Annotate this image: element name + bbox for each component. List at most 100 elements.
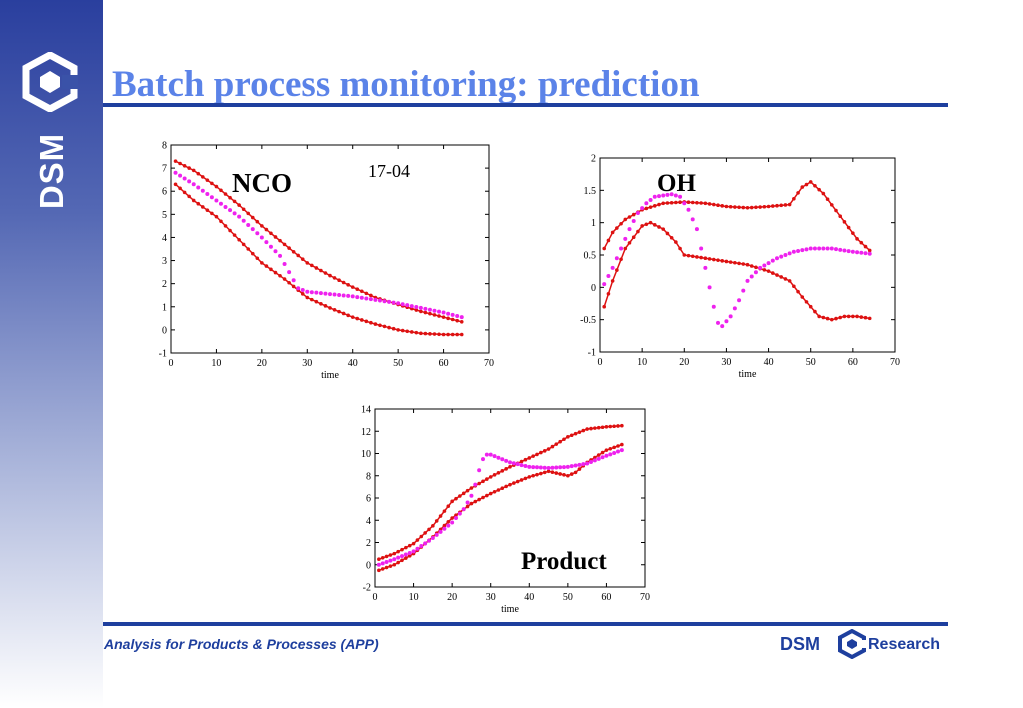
series-lower-limit-point (346, 313, 350, 318)
y-tick-label: 0.5 (584, 251, 597, 262)
series-lower-limit-point (291, 284, 296, 289)
series-prediction-point (600, 455, 605, 460)
series-upper-limit-point (269, 231, 273, 236)
series-upper-limit-point (278, 238, 282, 243)
series-prediction-point (511, 461, 516, 466)
series-prediction-point (259, 235, 264, 240)
series-prediction-point (465, 500, 470, 505)
series-prediction-point (724, 319, 729, 324)
series-prediction-point (762, 263, 767, 268)
series-lower-limit-point (745, 262, 750, 267)
series-lower-limit-point (392, 562, 397, 567)
series-lower-limit-point (223, 224, 228, 228)
series-prediction-point (450, 312, 455, 317)
series-prediction-point (569, 464, 574, 469)
series-upper-limit-point (741, 205, 746, 210)
series-lower-limit-point (703, 256, 708, 261)
y-tick-label: 2 (366, 538, 371, 549)
series-prediction-point (409, 304, 414, 309)
series-prediction-point (825, 246, 830, 251)
x-tick-label: 30 (721, 357, 731, 368)
series-lower-limit-point (400, 328, 405, 333)
x-tick-label: 10 (211, 358, 221, 369)
series-lower-limit-point (437, 332, 441, 337)
series-prediction-point (829, 246, 834, 251)
series-prediction-point (614, 256, 619, 261)
x-tick-label: 20 (257, 358, 267, 369)
series-lower-limit-point (441, 332, 446, 337)
series-prediction-point (182, 176, 187, 181)
series-lower-limit-point (523, 476, 528, 481)
series-prediction-point (859, 250, 864, 255)
series-upper-limit-point (191, 168, 196, 173)
series-prediction-point (652, 194, 657, 199)
series-prediction-point (565, 464, 570, 469)
series-upper-limit-point (531, 454, 535, 458)
series-upper-limit-point (863, 244, 868, 249)
series-upper-limit-point (749, 205, 754, 210)
x-tick-label: 60 (848, 357, 858, 368)
series-prediction-point (665, 192, 670, 197)
series-lower-limit-point (446, 332, 450, 337)
series-lower-limit-point (384, 565, 389, 570)
series-lower-limit-point (829, 317, 834, 322)
series-prediction-point (661, 193, 666, 198)
series-prediction-point (318, 291, 323, 296)
series-prediction-point (812, 246, 817, 251)
series-prediction-point (775, 256, 779, 261)
series-lower-limit-point (428, 332, 432, 336)
series-lower-limit-point (842, 314, 847, 319)
series-prediction-point (400, 554, 404, 559)
series-upper-limit-point (775, 203, 779, 208)
y-tick-label: 14 (361, 405, 371, 416)
series-lower-limit-point (373, 322, 378, 326)
series-prediction-point (255, 231, 260, 236)
series-prediction-point (758, 265, 763, 270)
series-prediction-point (282, 262, 287, 267)
series-lower-limit-point (631, 235, 636, 240)
series-upper-limit-point (581, 428, 586, 433)
x-tick-label: 60 (601, 592, 611, 603)
series-upper-limit-point (488, 475, 493, 479)
series-prediction-point (415, 546, 420, 551)
series-lower-limit-point (600, 450, 605, 455)
series-prediction-point (323, 291, 328, 296)
series-upper-limit-point (282, 242, 287, 247)
series-lower-limit-point (535, 472, 539, 477)
series-prediction-point (694, 227, 699, 232)
series-upper-limit-point (210, 181, 214, 186)
series-lower-limit-point (481, 495, 485, 500)
series-prediction-point (423, 541, 428, 546)
series-prediction-point (446, 523, 451, 528)
series-upper-limit-point (770, 204, 775, 208)
series-upper-limit-point (813, 184, 817, 188)
series-lower-limit-point (690, 254, 695, 259)
series-prediction-point (791, 249, 796, 254)
series-lower-limit-point (606, 292, 611, 296)
series-prediction-point (396, 555, 401, 560)
series-upper-limit-point (800, 185, 805, 189)
series-prediction-point (800, 248, 805, 253)
series-lower-limit-point (620, 442, 624, 447)
series-upper-limit-point (419, 309, 423, 314)
series-lower-limit-point (407, 554, 412, 558)
series-lower-limit-point (851, 314, 855, 319)
series-lower-limit-point (604, 448, 609, 452)
series-lower-limit-point (846, 314, 851, 319)
series-prediction-point (741, 288, 746, 293)
series-prediction-point (581, 462, 586, 467)
series-prediction-point (554, 465, 559, 470)
series-prediction-point (380, 561, 385, 566)
series-lower-limit-point (808, 304, 813, 309)
series-lower-limit-point (640, 224, 644, 228)
series-lower-limit-point (414, 330, 419, 335)
series-upper-limit-point (535, 452, 539, 457)
series-lower-limit-point (255, 256, 260, 261)
series-upper-limit-point (616, 424, 620, 428)
series-upper-limit-point (264, 227, 269, 232)
series-upper-limit-point (779, 203, 784, 208)
series-prediction-point (500, 457, 505, 462)
series-upper-limit-point (273, 235, 278, 239)
y-tick-label: 6 (162, 187, 167, 198)
